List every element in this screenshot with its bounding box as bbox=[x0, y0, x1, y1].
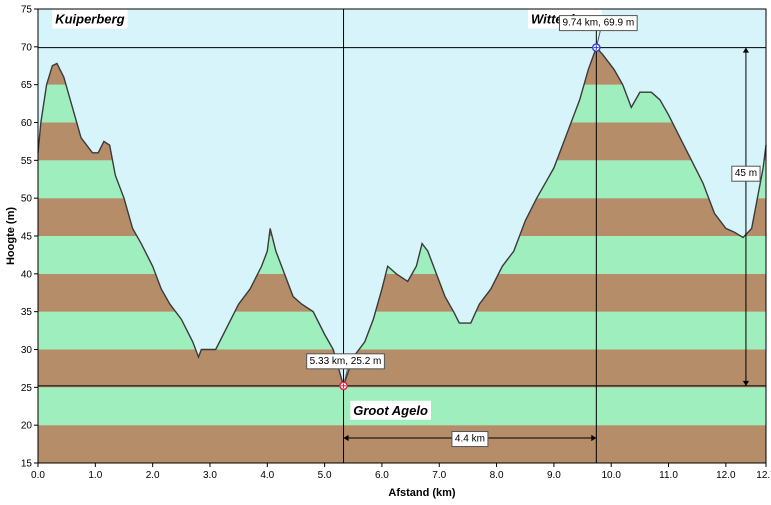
marker-label: 9.74 km, 69.9 m bbox=[562, 18, 634, 29]
x-tick-label: 1.0 bbox=[88, 470, 102, 481]
y-tick-label: 45 bbox=[21, 232, 33, 243]
x-tick-label: 10.0 bbox=[601, 470, 621, 481]
measure-horizontal: 4.4 km bbox=[343, 431, 597, 448]
measure-label: 45 m bbox=[735, 168, 757, 179]
place-label-background bbox=[52, 9, 128, 29]
measurements: 4.4 km 45 m bbox=[343, 47, 761, 448]
elevation-band bbox=[38, 311, 766, 350]
marker-label: 5.33 km, 25.2 m bbox=[310, 356, 382, 367]
y-axis-ticks: 15 20 25 30 35 40 45 50 55 60 65 70 75 bbox=[21, 5, 38, 470]
x-tick-label: 4.0 bbox=[260, 470, 274, 481]
arrow-head bbox=[591, 434, 597, 442]
y-tick-label: 35 bbox=[21, 307, 33, 318]
y-tick-label: 25 bbox=[21, 383, 33, 394]
x-tick-label: 5.0 bbox=[318, 470, 332, 481]
place-label: Groot Agelo bbox=[350, 400, 431, 420]
y-tick-label: 70 bbox=[21, 42, 33, 53]
y-tick-label: 20 bbox=[21, 421, 33, 432]
y-tick-label: 55 bbox=[21, 156, 33, 167]
x-axis-title: Afstand (km) bbox=[388, 487, 456, 499]
y-tick-label: 60 bbox=[21, 118, 33, 129]
y-tick-label: 50 bbox=[21, 194, 33, 205]
x-tick-label: 12.7 bbox=[756, 470, 771, 481]
y-tick-label: 40 bbox=[21, 269, 33, 280]
measure-vertical: 45 m bbox=[731, 47, 761, 386]
elevation-band bbox=[38, 273, 766, 312]
x-tick-label: 7.0 bbox=[432, 470, 446, 481]
y-tick-label: 65 bbox=[21, 80, 33, 91]
place-name: Kuiperberg bbox=[55, 12, 124, 27]
x-tick-label: 3.0 bbox=[203, 470, 217, 481]
measure-label-box bbox=[731, 165, 761, 182]
marker-label-box bbox=[558, 15, 638, 32]
elevation-band bbox=[38, 349, 766, 388]
place-label: Kuiperberg bbox=[52, 9, 128, 29]
x-tick-label: 8.0 bbox=[490, 470, 504, 481]
y-tick-label: 75 bbox=[21, 5, 33, 16]
y-axis-title: Hoogte (m) bbox=[5, 207, 17, 265]
arrow-head bbox=[742, 380, 750, 386]
x-tick-label: 2.0 bbox=[146, 470, 160, 481]
point-markers: 5.33 km, 25.2 m 9.74 km, 69.9 m bbox=[306, 15, 638, 391]
measure-label: 4.4 km bbox=[455, 434, 485, 445]
y-tick-label: 30 bbox=[21, 345, 33, 356]
place-label-background bbox=[350, 400, 431, 420]
measure-label-box bbox=[451, 431, 489, 448]
profile-line bbox=[37, 46, 767, 389]
arrow-head bbox=[343, 434, 349, 442]
x-tick-label: 0.0 bbox=[31, 470, 45, 481]
sky-cover bbox=[38, 9, 766, 386]
marker-label-box bbox=[306, 353, 385, 370]
place-name: Groot Agelo bbox=[353, 403, 428, 418]
point-marker: 9.74 km, 69.9 m bbox=[558, 15, 638, 52]
x-tick-label: 11.0 bbox=[659, 470, 678, 481]
sky-area bbox=[38, 9, 766, 386]
x-tick-label: 9.0 bbox=[547, 470, 561, 481]
arrow-head bbox=[742, 47, 750, 53]
x-tick-label: 12.0 bbox=[716, 470, 736, 481]
elevation-band bbox=[38, 425, 766, 463]
point-marker: 5.33 km, 25.2 m bbox=[306, 353, 385, 391]
y-tick-label: 15 bbox=[21, 459, 33, 470]
x-tick-label: 6.0 bbox=[375, 470, 389, 481]
x-axis-ticks: 0.0 1.0 2.0 3.0 4.0 5.0 6.0 7.0 8.0 9.0 10.0 11.0 12… bbox=[31, 463, 771, 481]
